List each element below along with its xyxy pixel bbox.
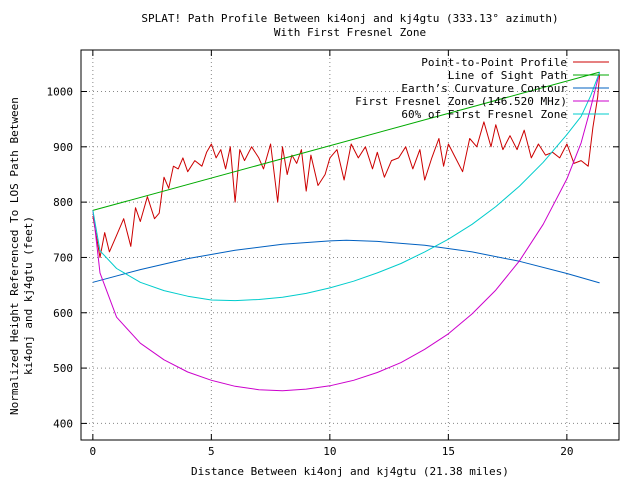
x-tick-label: 10: [323, 445, 336, 458]
legend-label-earth-curvature: Earth’s Curvature Contour: [401, 82, 567, 95]
y-axis-label-line2: ki4onj and kj4gtu (feet): [22, 216, 35, 375]
x-tick-label: 15: [442, 445, 455, 458]
series-line-fresnel-60pct: [92, 71, 601, 302]
y-tick-label: 800: [53, 196, 73, 209]
x-tick-label: 5: [208, 445, 215, 458]
grid-lines: [81, 50, 619, 440]
legend-label-line-of-sight: Line of Sight Path: [448, 69, 567, 82]
y-tick-label: 900: [53, 141, 73, 154]
series-line-fresnel-zone: [92, 71, 601, 392]
plot-frame: [80, 49, 620, 441]
series-line-earth-curvature: [92, 239, 600, 284]
chart-subtitle: With First Fresnel Zone: [274, 26, 426, 39]
series-layer: [92, 71, 601, 392]
y-tick-label: 400: [53, 417, 73, 430]
series-line-profile: [92, 74, 601, 258]
y-tick-label: 600: [53, 307, 73, 320]
legend-label-profile: Point-to-Point Profile: [421, 56, 567, 69]
x-axis-label: Distance Between ki4onj and kj4gtu (21.3…: [191, 465, 509, 478]
series-line-line-of-sight: [92, 71, 600, 211]
axis-ticks: 0 5 10 15 20 400 500 600 700 800 900 1000: [47, 50, 619, 458]
y-tick-label: 500: [53, 362, 73, 375]
y-tick-label: 1000: [47, 85, 74, 98]
x-tick-label: 0: [90, 445, 97, 458]
y-tick-label: 700: [53, 251, 73, 264]
legend-label-fresnel-zone: First Fresnel Zone (146.520 MHz): [355, 95, 567, 108]
y-axis-label-line1: Normalized Height Referenced To LOS Path…: [8, 97, 21, 415]
x-tick-label: 20: [560, 445, 573, 458]
legend-label-fresnel-60pct: 60% of First Fresnel Zone: [401, 108, 567, 121]
chart-title: SPLAT! Path Profile Between ki4onj and k…: [141, 12, 558, 25]
